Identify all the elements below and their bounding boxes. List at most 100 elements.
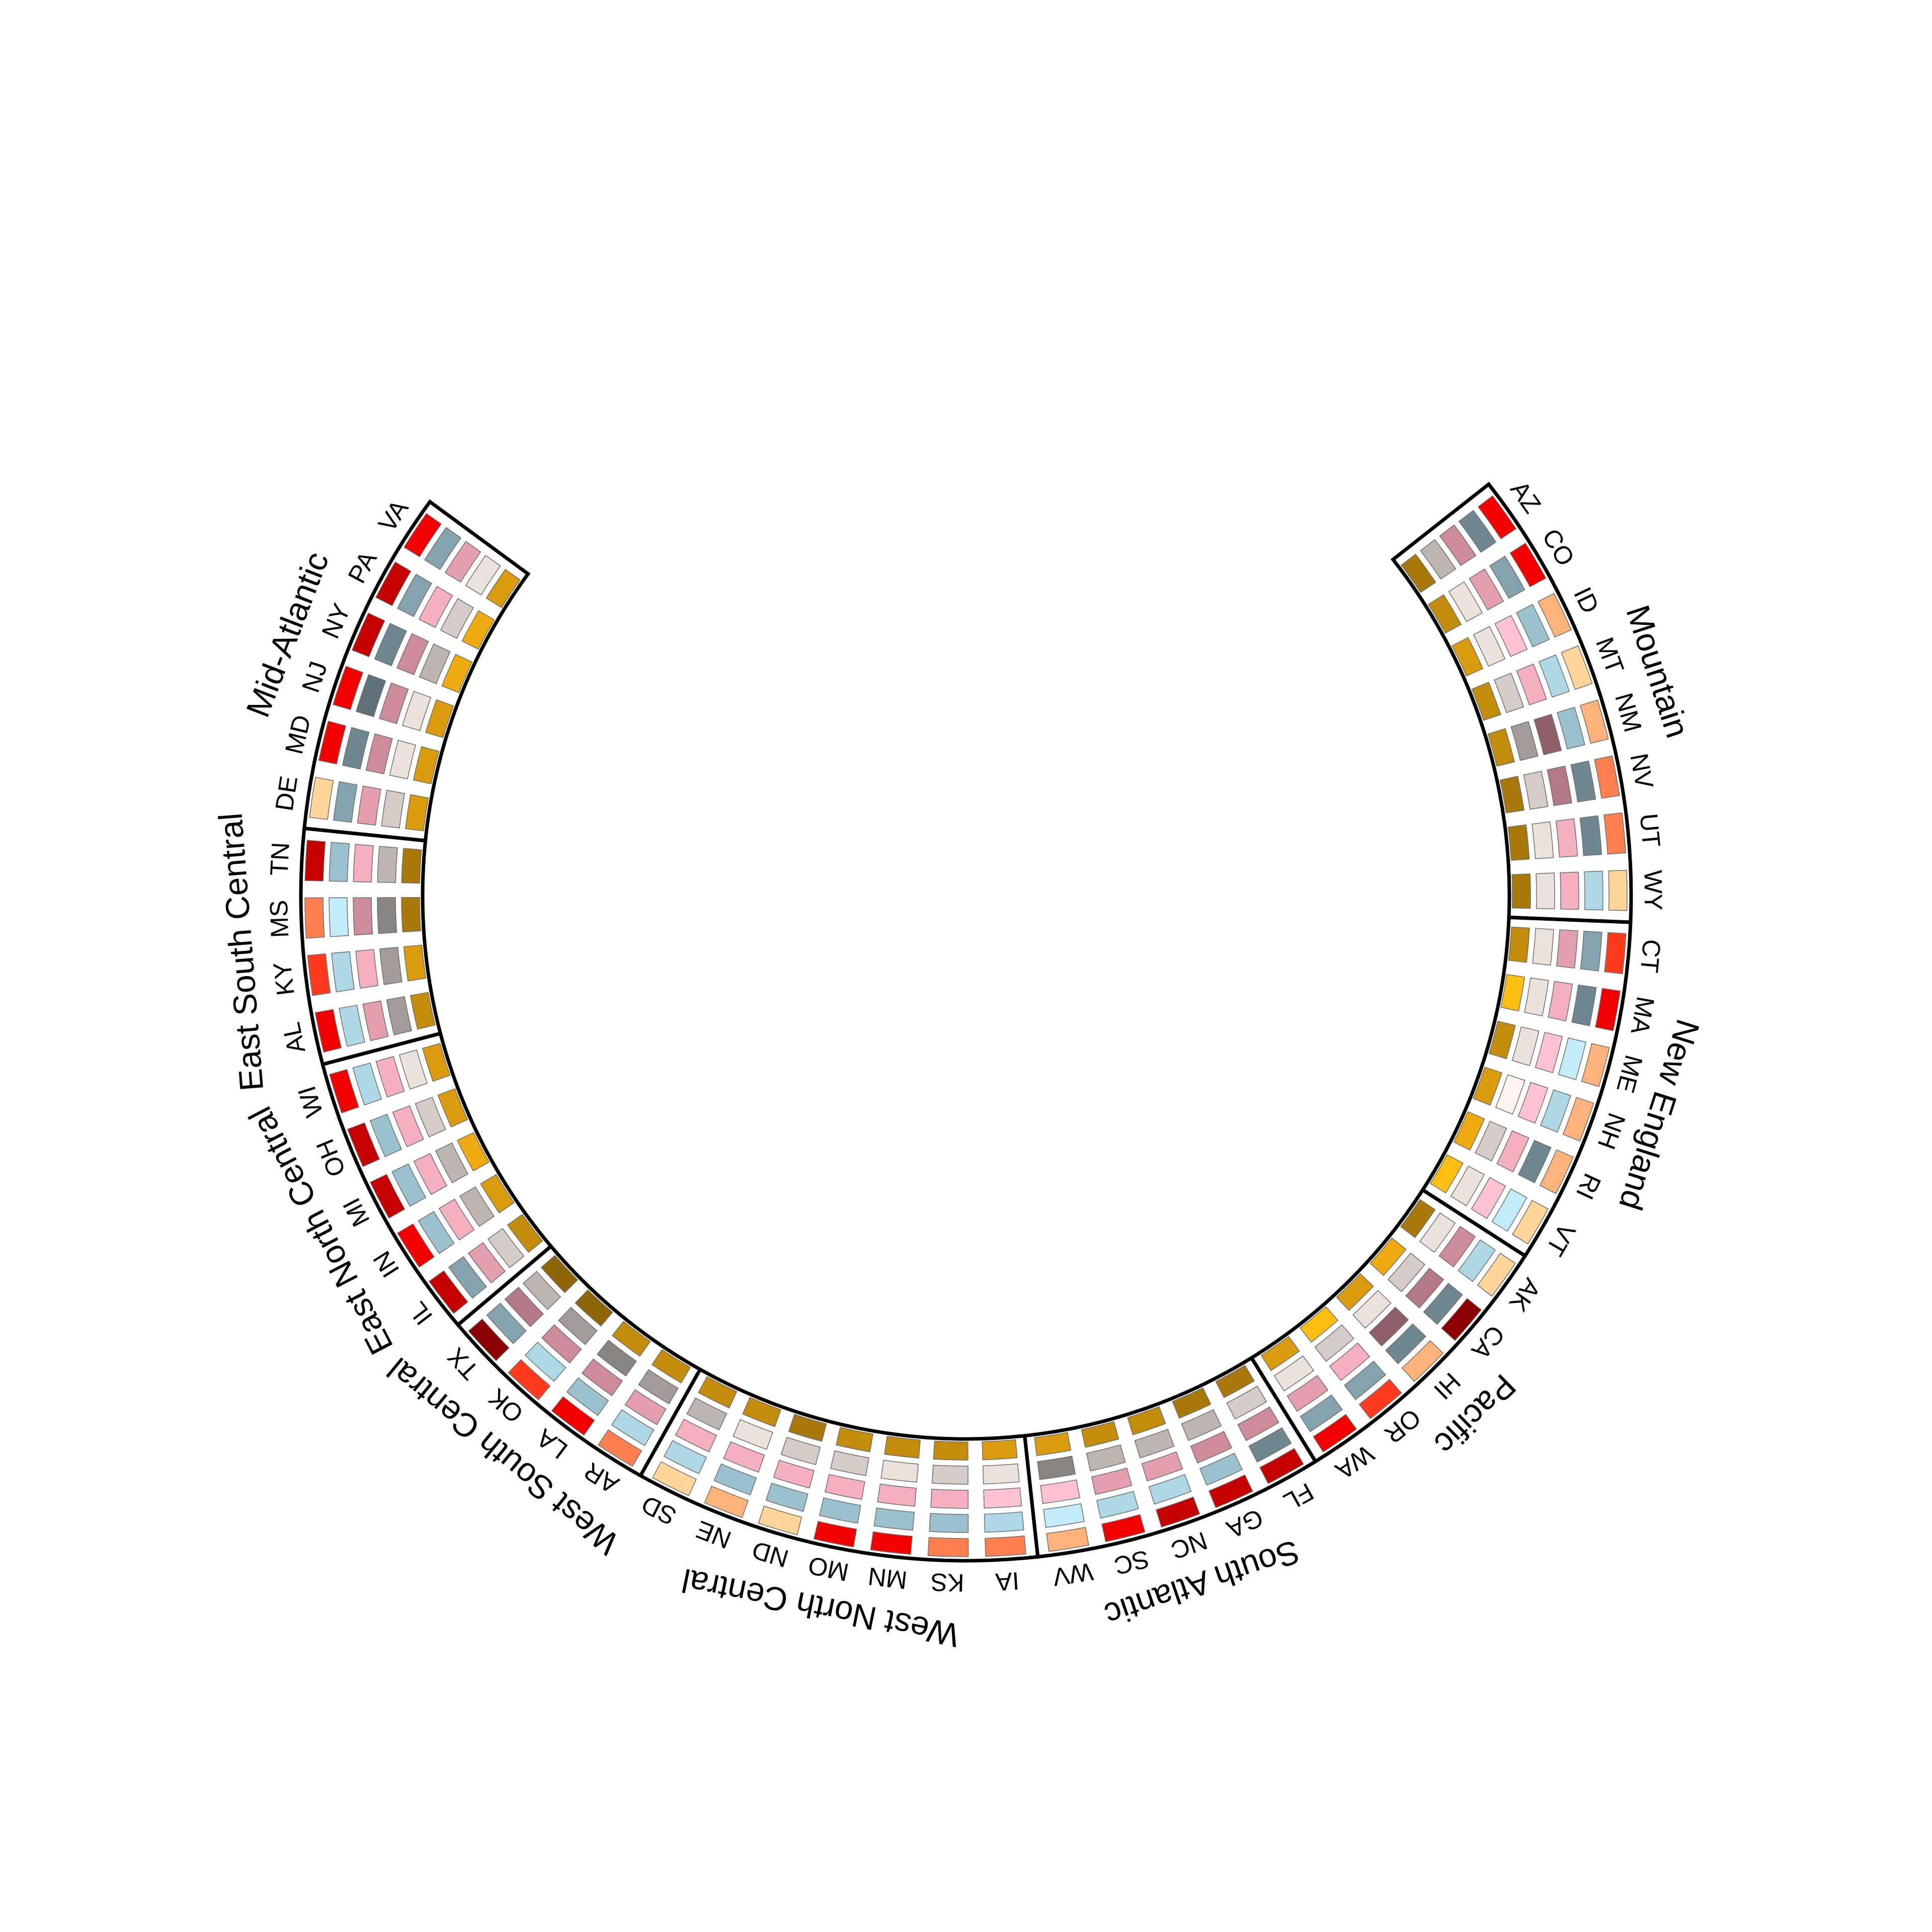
heatmap-cell xyxy=(1369,1307,1409,1347)
state-label: ME xyxy=(1611,1052,1648,1096)
heatmap-cell xyxy=(819,1497,861,1524)
heatmap-cell xyxy=(1081,1421,1119,1448)
heatmap-cell xyxy=(1532,928,1554,966)
state-label: TN xyxy=(265,842,294,877)
heatmap-cell xyxy=(1495,1074,1525,1115)
heatmap-cell xyxy=(333,781,358,823)
heatmap-cell xyxy=(355,949,379,989)
heatmap-cell xyxy=(1091,1467,1133,1495)
heatmap-cell xyxy=(1473,1067,1503,1106)
heatmap-cell xyxy=(1540,1089,1571,1133)
heatmap-cell xyxy=(1438,1226,1476,1268)
heatmap-cell xyxy=(1441,1298,1482,1341)
heatmap-cell xyxy=(870,1531,913,1555)
heatmap-cell xyxy=(507,1214,543,1253)
heatmap-cell xyxy=(1604,932,1627,975)
heatmap-cell xyxy=(1034,1432,1072,1456)
heatmap-cell xyxy=(1300,1394,1343,1432)
state-label: NJ xyxy=(296,658,333,696)
heatmap-cell xyxy=(931,1465,969,1485)
heatmap-cell xyxy=(930,1489,969,1509)
heatmap-cell xyxy=(1500,974,1525,1012)
heatmap-cell xyxy=(1237,1406,1279,1441)
heatmap-cell xyxy=(581,1358,623,1397)
heatmap-cell xyxy=(1471,1177,1506,1219)
heatmap-cell xyxy=(352,1062,382,1106)
heatmap-cell xyxy=(1507,824,1530,861)
state-label: MS xyxy=(265,900,294,938)
heatmap-cell xyxy=(480,1174,515,1214)
heatmap-cell xyxy=(413,746,440,784)
heatmap-cell xyxy=(985,1535,1026,1557)
heatmap-cell xyxy=(1286,1375,1329,1412)
heatmap-cell xyxy=(1532,821,1554,859)
heatmap-cell xyxy=(813,1520,857,1548)
heatmap-cell xyxy=(333,666,364,710)
heatmap-cell xyxy=(1172,1387,1212,1419)
heatmap-cell xyxy=(575,1289,613,1327)
heatmap-cell xyxy=(379,946,403,985)
heatmap-cell xyxy=(347,1122,380,1167)
heatmap-cell xyxy=(314,1009,342,1053)
heatmap-cell xyxy=(1548,981,1573,1021)
heatmap-cell xyxy=(375,561,412,606)
heatmap-cell xyxy=(1536,872,1555,910)
heatmap-cell xyxy=(465,554,501,596)
state-label: NE xyxy=(692,1515,735,1555)
heatmap-cell xyxy=(508,1359,551,1401)
heatmap-cell xyxy=(1524,977,1549,1017)
state-label: HI xyxy=(1428,1367,1466,1405)
state-label: NC xyxy=(1167,1526,1211,1565)
heatmap-cell xyxy=(1420,539,1457,580)
heatmap-cell xyxy=(1453,1111,1485,1151)
heatmap-cell xyxy=(652,1461,697,1496)
heatmap-cell xyxy=(1512,1199,1549,1245)
heatmap-cell xyxy=(780,1436,821,1466)
heatmap-cell xyxy=(1581,1043,1610,1087)
heatmap-cell xyxy=(1471,682,1501,721)
heatmap-cell xyxy=(504,1286,544,1327)
heatmap-cell xyxy=(1423,1282,1463,1325)
heatmap-cell xyxy=(397,1223,435,1268)
heatmap-cell xyxy=(468,1318,510,1361)
state-label: RI xyxy=(1570,1169,1606,1204)
state-label: UT xyxy=(1635,812,1666,848)
heatmap-cell xyxy=(1329,1342,1371,1381)
heatmap-cell xyxy=(1101,1514,1146,1543)
state-label: SC xyxy=(1111,1545,1152,1580)
heatmap-cell xyxy=(1475,1120,1507,1162)
heatmap-cell xyxy=(1595,988,1621,1031)
heatmap-cell xyxy=(1429,1154,1464,1194)
heatmap-cell xyxy=(1086,1444,1126,1472)
heatmap-cell xyxy=(824,1474,865,1500)
heatmap-cell xyxy=(403,944,427,982)
heatmap-cell xyxy=(369,1174,406,1219)
heatmap-cell xyxy=(391,1163,427,1207)
heatmap-cell xyxy=(1570,760,1596,802)
heatmap-cell xyxy=(1508,926,1530,963)
state-label: CT xyxy=(1635,938,1666,974)
heatmap-cell xyxy=(1477,495,1517,539)
heatmap-cell xyxy=(596,1339,637,1377)
heatmap-cell xyxy=(1314,1324,1354,1362)
heatmap-cell xyxy=(424,527,462,570)
heatmap-cell xyxy=(835,1426,874,1453)
heatmap-cell xyxy=(459,1186,495,1227)
heatmap-cell xyxy=(1401,1340,1444,1382)
heatmap-cell xyxy=(1260,1336,1300,1372)
heatmap-cell xyxy=(773,1460,815,1489)
heatmap-cell xyxy=(611,1409,655,1446)
heatmap-cell xyxy=(404,513,442,557)
heatmap-cell xyxy=(1336,1273,1374,1311)
heatmap-cell xyxy=(1547,765,1572,807)
heatmap-cell xyxy=(1511,1026,1540,1067)
heatmap-cell xyxy=(339,1004,365,1047)
heatmap-cell xyxy=(357,785,381,826)
heatmap-cell xyxy=(1208,1474,1253,1508)
heatmap-cell xyxy=(307,953,331,996)
heatmap-cell xyxy=(765,1482,809,1512)
heatmap-cell xyxy=(1037,1456,1076,1480)
heatmap-cell xyxy=(396,633,429,676)
